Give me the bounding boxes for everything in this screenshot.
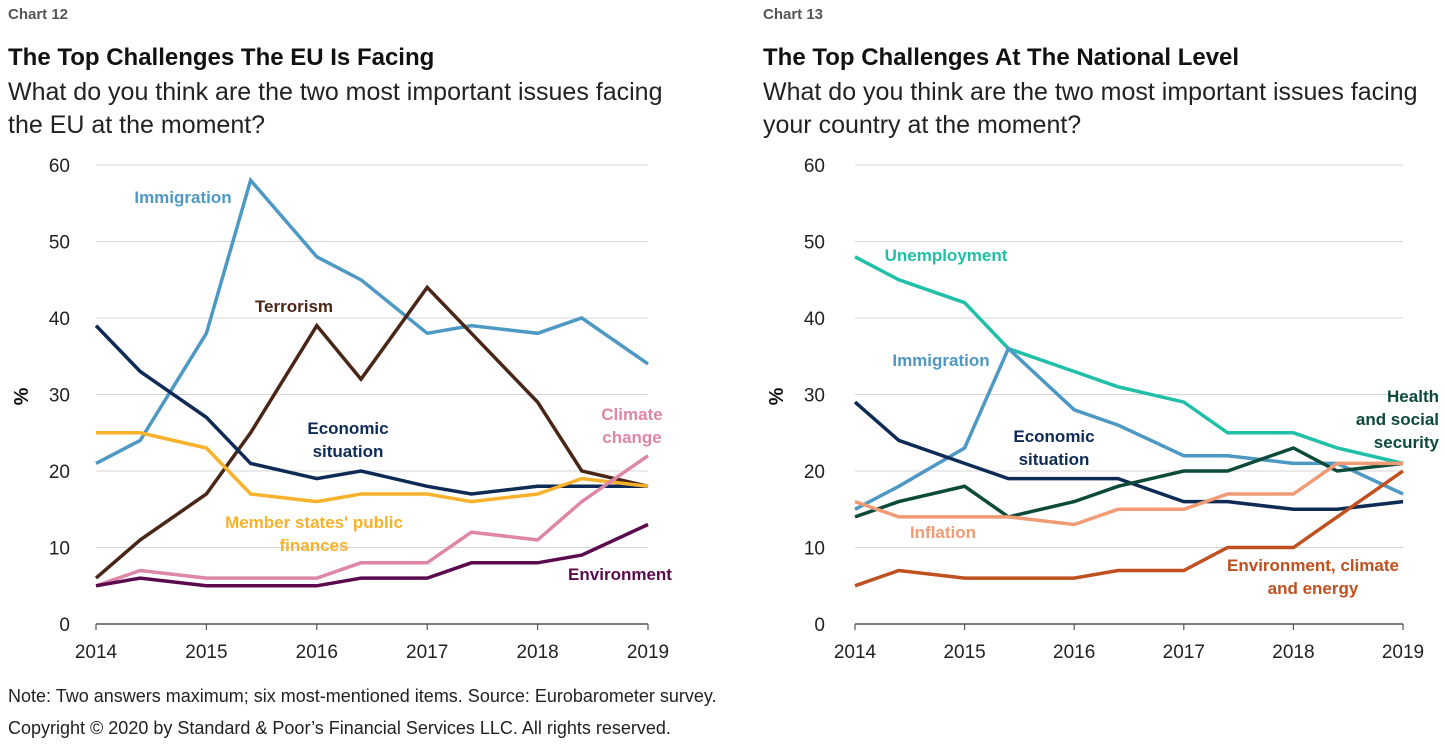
series-line (854, 469, 1405, 588)
y-tick-label: 50 (49, 233, 70, 254)
y-tick-label: 10 (49, 539, 70, 560)
x-tick-label: 2016 (1053, 642, 1095, 663)
series-line (854, 345, 1404, 511)
series-line (853, 400, 1404, 512)
series-label: Economic (307, 419, 388, 438)
y-tick-label: 0 (814, 615, 825, 636)
series-label: Economic (1013, 427, 1094, 446)
y-tick-label: 40 (804, 309, 825, 330)
x-tick-label: 2017 (1163, 642, 1205, 663)
series-label: Immigration (892, 351, 989, 370)
chart-subtitle: What do you think are the two most impor… (763, 78, 1418, 139)
y-tick-label: 10 (804, 539, 825, 560)
series-line (854, 446, 1404, 519)
series-label: Member states' public (225, 513, 403, 532)
x-tick-label: 2016 (296, 642, 338, 663)
series-line (854, 255, 1404, 466)
series-label: Environment (568, 565, 672, 584)
chart-number: Chart 12 (8, 6, 69, 23)
series-label: Environment, climate (1227, 556, 1399, 575)
series-line (96, 431, 649, 504)
y-axis-label: % (11, 387, 33, 405)
series-line (95, 176, 649, 465)
series-line (854, 461, 1403, 527)
series-label: situation (1019, 450, 1090, 469)
y-tick-label: 30 (804, 386, 825, 407)
x-tick-label: 2019 (1382, 642, 1424, 663)
y-tick-label: 60 (804, 156, 825, 177)
y-axis-label: % (766, 387, 788, 405)
x-tick-label: 2018 (1272, 642, 1314, 663)
series-line (94, 324, 648, 496)
y-tick-label: 30 (49, 386, 70, 407)
series-label: finances (280, 536, 349, 555)
chart-13-panel: Chart 13 The Top Challenges At The Natio… (763, 0, 1445, 680)
x-tick-label: 2018 (516, 642, 558, 663)
y-tick-label: 20 (49, 462, 70, 483)
y-tick-label: 50 (804, 233, 825, 254)
series-line (95, 522, 649, 588)
eu-challenges-line-chart: 0 10 20 30 40 50 60 2014 2015 2016 2017 2018 2019% Im… (11, 156, 672, 663)
y-tick-label: 0 (59, 615, 70, 636)
y-tick-label: 60 (49, 156, 70, 177)
x-tick-label: 2014 (834, 642, 877, 663)
y-tick-label: 20 (804, 462, 825, 483)
chart-12-panel: Chart 12 The Top Challenges The EU Is Fa… (8, 0, 708, 680)
series-label: Unemployment (885, 246, 1008, 265)
series-label: Inflation (910, 523, 976, 542)
series-label: Immigration (134, 188, 231, 207)
y-tick-label: 40 (49, 309, 70, 330)
chart-number: Chart 13 (763, 6, 824, 23)
series-label: and social (1356, 410, 1439, 429)
series-label: Terrorism (255, 297, 333, 316)
series-label: and energy (1268, 579, 1359, 598)
x-tick-label: 2015 (943, 642, 985, 663)
series-line (94, 284, 649, 580)
chart-subtitle: What do you think are the two most impor… (8, 78, 663, 139)
source-note: Note: Two answers maximum; six most-ment… (8, 686, 717, 706)
series-label: situation (313, 442, 384, 461)
x-tick-label: 2014 (75, 642, 118, 663)
chart-title: The Top Challenges At The National Level (763, 44, 1240, 71)
series-label: change (602, 428, 662, 447)
copyright-notice: Copyright © 2020 by Standard & Poor’s Fi… (8, 718, 671, 738)
x-tick-label: 2015 (185, 642, 227, 663)
series-label: Health (1387, 387, 1439, 406)
national-challenges-line-chart: 0 10 20 30 40 50 60 2014 2015 2016 2017 2018 2019% Un… (766, 156, 1440, 663)
series-label: security (1374, 433, 1440, 452)
series-line (95, 454, 649, 588)
x-tick-label: 2017 (406, 642, 448, 663)
chart-title: The Top Challenges The EU Is Facing (8, 44, 435, 71)
x-tick-label: 2019 (627, 642, 669, 663)
series-label: Climate (601, 405, 662, 424)
